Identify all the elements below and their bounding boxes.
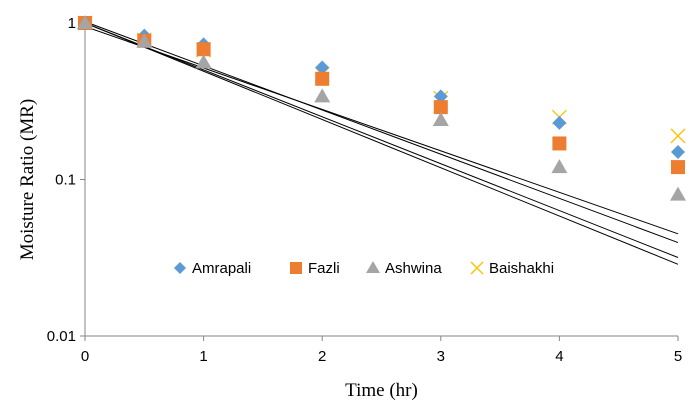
trendline-fazli xyxy=(84,21,679,244)
point-amrapali xyxy=(671,144,685,159)
point-fazli xyxy=(315,71,330,86)
y-axis-title: Moisture Ratio (MR) xyxy=(17,99,38,261)
y-tick-label: 0.1 xyxy=(55,172,76,189)
legend-item-fazli: Fazli xyxy=(290,260,340,277)
trendline-baishakhi xyxy=(84,22,679,265)
y-tick-label: 1 xyxy=(68,15,76,32)
x-tick-label: 4 xyxy=(555,348,563,365)
x-tick-label: 0 xyxy=(81,348,89,365)
y-tick-label: 0.01 xyxy=(47,328,76,345)
legend-label: Fazli xyxy=(308,260,340,277)
point-ashwina xyxy=(670,186,686,201)
legend-marker xyxy=(290,262,302,274)
point-amrapali xyxy=(433,89,448,104)
point-amrapali xyxy=(315,60,330,75)
x-axis-title: Time (hr) xyxy=(345,380,418,401)
legend-label: Ashwina xyxy=(385,260,442,277)
point-ashwina xyxy=(195,54,212,69)
legend-label: Amrapali xyxy=(192,260,251,277)
x-tick-label: 5 xyxy=(674,348,682,365)
x-tick-label: 1 xyxy=(199,348,207,365)
point-fazli xyxy=(671,160,685,175)
point-fazli xyxy=(552,136,567,151)
trendline-ashwina xyxy=(84,26,679,235)
point-ashwina xyxy=(314,88,331,103)
legend-marker xyxy=(470,261,484,275)
point-fazli xyxy=(196,42,211,57)
point-baishakhi xyxy=(670,128,686,144)
legend-marker xyxy=(174,262,186,274)
trendlines xyxy=(84,21,679,265)
legend-item-ashwina: Ashwina xyxy=(366,260,442,277)
point-ashwina xyxy=(136,33,153,48)
legend: Amrapali Fazli Ashwina Baishakhi xyxy=(174,260,554,277)
data-markers xyxy=(77,15,686,201)
point-ashwina xyxy=(77,15,93,29)
legend-item-amrapali: Amrapali xyxy=(174,260,251,277)
x-tick-label: 3 xyxy=(437,348,445,365)
trendline-amrapali xyxy=(84,22,679,258)
point-fazli xyxy=(433,100,448,115)
point-ashwina xyxy=(551,159,568,174)
point-amrapali xyxy=(552,115,567,130)
legend-label: Baishakhi xyxy=(489,260,554,277)
x-tick-label: 2 xyxy=(318,348,326,365)
point-ashwina xyxy=(432,111,449,126)
axes: 1 0.1 0.01 0 1 2 3 4 5 xyxy=(47,15,682,365)
legend-marker xyxy=(366,261,380,273)
legend-item-baishakhi: Baishakhi xyxy=(470,260,554,277)
